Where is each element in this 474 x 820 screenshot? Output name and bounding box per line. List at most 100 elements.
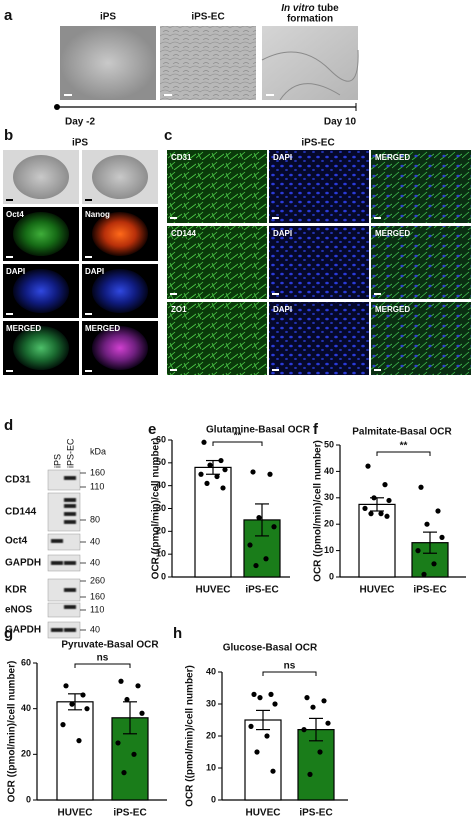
data-point	[60, 722, 66, 728]
image-label: iPS	[100, 12, 116, 23]
scale-bar	[6, 256, 13, 258]
data-point	[362, 505, 368, 511]
image-label: Nanog	[85, 210, 110, 219]
significance-label: **	[400, 441, 408, 452]
data-point	[257, 695, 263, 701]
text: tube	[318, 3, 340, 14]
image-label: iPS-EC	[191, 12, 224, 23]
data-point	[222, 467, 228, 473]
y-tick-label: 50	[156, 457, 166, 467]
y-tick-label: 0	[26, 794, 31, 804]
data-point	[63, 683, 69, 689]
data-point	[218, 457, 224, 464]
y-tick-label: 30	[206, 698, 216, 708]
data-point	[204, 480, 210, 486]
data-point	[268, 691, 274, 698]
y-tick-label: 40	[21, 703, 31, 713]
blot-band	[51, 539, 63, 543]
data-point	[80, 692, 86, 698]
significance-label: ns	[284, 661, 296, 672]
micrograph	[262, 26, 358, 100]
marker-label: 40	[90, 536, 100, 546]
data-point	[378, 511, 384, 517]
panel-label: d	[4, 417, 13, 434]
data-point	[382, 482, 388, 488]
data-point	[301, 727, 307, 733]
micrograph	[167, 150, 267, 223]
panel-label: b	[4, 127, 13, 144]
data-point	[368, 511, 374, 517]
micrograph	[371, 226, 471, 299]
y-tick-label: 30	[156, 503, 166, 513]
data-point	[263, 556, 269, 562]
scale-bar	[272, 217, 279, 219]
blot-band	[64, 476, 76, 480]
bar	[56, 701, 94, 801]
scale-bar	[272, 293, 279, 295]
image-label: DAPI	[6, 267, 25, 276]
blot-band	[64, 561, 76, 565]
data-point	[325, 720, 331, 726]
marker-label: 40	[90, 557, 100, 567]
x-tick-label: HUVEC	[195, 585, 230, 596]
data-point	[317, 749, 323, 755]
colony	[13, 212, 69, 256]
y-tick-label: 40	[206, 666, 216, 676]
image-label: MERGED	[375, 305, 410, 314]
micrograph	[167, 302, 267, 375]
y-tick-label: 0	[329, 571, 334, 581]
data-point	[310, 704, 316, 710]
data-point	[220, 485, 226, 491]
image-label: MERGED	[85, 324, 120, 333]
blot-band	[64, 520, 76, 524]
bar	[358, 503, 396, 578]
scale-bar	[272, 369, 279, 371]
colony	[92, 326, 148, 370]
scale-bar	[64, 94, 72, 96]
x-tick-label: HUVEC	[57, 808, 92, 819]
data-point	[250, 469, 256, 475]
data-point	[214, 473, 220, 480]
protein-label: CD144	[5, 507, 37, 518]
scale-bar	[170, 293, 177, 295]
scale-bar	[374, 293, 381, 295]
y-tick-label: 10	[206, 762, 216, 772]
y-tick-label: 40	[324, 466, 334, 476]
marker-label: 160	[90, 591, 105, 601]
colony	[13, 155, 69, 199]
x-tick-label: iPS-EC	[245, 585, 278, 596]
unit-label: kDa	[90, 446, 106, 456]
data-point	[439, 534, 445, 541]
italic-text: In vitro	[281, 3, 314, 14]
data-point	[371, 495, 377, 501]
data-point	[207, 462, 213, 468]
blot-band	[64, 588, 76, 592]
y-tick-label: 20	[156, 526, 166, 536]
micrograph	[269, 226, 369, 299]
y-axis-label: OCR ((pmol/min)/cell number)	[313, 440, 324, 582]
image-label: Oct4	[6, 210, 24, 219]
data-point	[76, 738, 82, 744]
data-point	[424, 521, 430, 527]
data-point	[270, 768, 276, 774]
y-tick-label: 10	[156, 549, 166, 559]
marker-label: 110	[90, 604, 104, 614]
image-label: CD144	[171, 229, 196, 238]
image-label: formation	[287, 14, 333, 25]
scale-bar	[85, 199, 92, 201]
micrograph	[160, 26, 256, 100]
y-tick-label: 50	[324, 439, 334, 449]
panel-label: e	[148, 421, 156, 438]
chart-title: Glutamine-Basal OCR	[206, 425, 311, 436]
image-label: MERGED	[375, 153, 410, 162]
image-label: DAPI	[85, 267, 104, 276]
micrograph	[371, 150, 471, 223]
bar	[244, 719, 282, 801]
blot-band	[64, 498, 76, 502]
data-point	[198, 471, 204, 477]
data-point	[421, 571, 427, 577]
scale-bar	[170, 369, 177, 371]
y-tick-label: 40	[156, 480, 166, 490]
blot-band	[64, 628, 76, 632]
